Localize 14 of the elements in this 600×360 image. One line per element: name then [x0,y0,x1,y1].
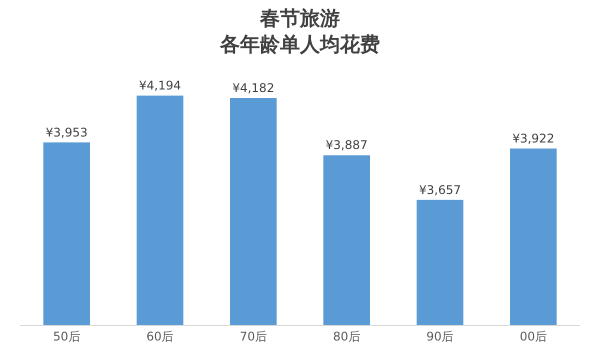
x-tick-label: 50后 [53,329,80,344]
data-label: ¥3,922 [512,131,554,146]
data-label: ¥4,194 [139,78,181,93]
x-tick-label: 90后 [426,329,454,344]
chart-title: 春节旅游 [259,6,340,30]
x-tick-label: 70后 [240,329,267,344]
x-tick-label: 60后 [146,329,174,344]
data-label: ¥4,182 [232,80,274,95]
x-tick-label: 00后 [520,329,547,344]
data-label: ¥3,887 [326,138,368,152]
data-label: ¥3,953 [46,125,88,140]
chart-subtitle: 各年龄单人均花费 [219,32,380,56]
data-label: ¥3,657 [419,182,461,197]
x-tick-label: 80后 [333,329,360,344]
